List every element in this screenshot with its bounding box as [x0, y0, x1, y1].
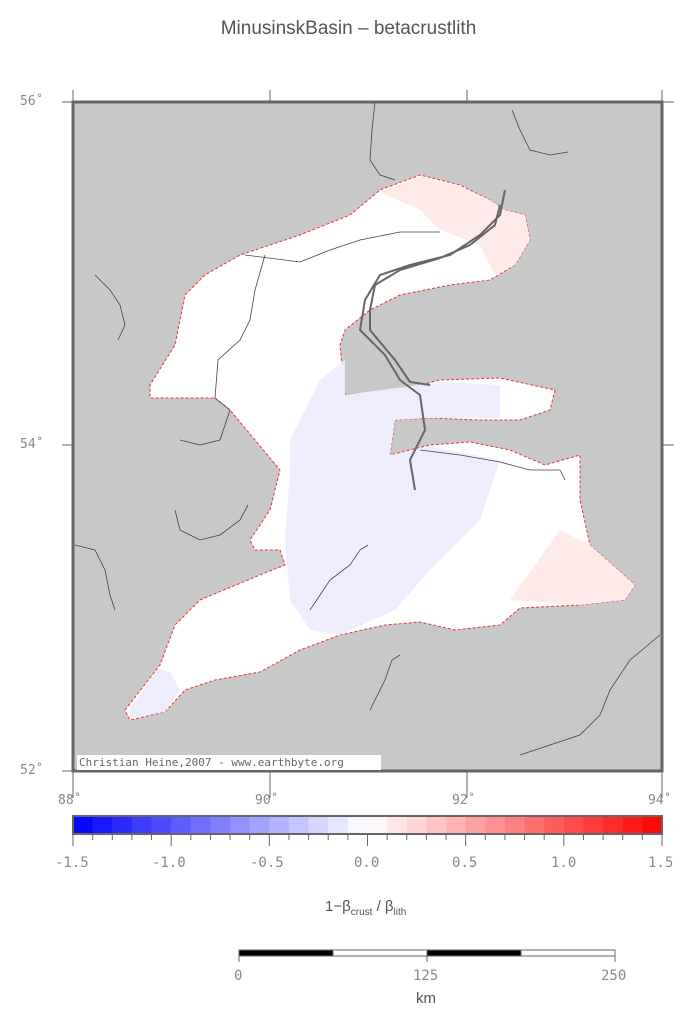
- map-title: MinusinskBasin – betacrustlith: [220, 18, 477, 39]
- colorbar-tick-label: -1.0: [152, 855, 186, 871]
- colorbar-bin: [367, 816, 388, 834]
- lon-label: 88˚: [58, 793, 82, 808]
- colorbar-tick-label: 1.0: [551, 855, 577, 871]
- river-yenisei: [358, 189, 506, 491]
- colorbar-bin: [563, 816, 584, 834]
- credit-box: [77, 755, 381, 770]
- colorbar-bin: [387, 816, 408, 834]
- lat-label: 56˚: [20, 94, 44, 109]
- positive-anomaly-region-se: [510, 530, 635, 605]
- colorbar-bin: [308, 816, 329, 834]
- colorbar-bin: [347, 816, 368, 834]
- colorbar-bin: [151, 816, 172, 834]
- colorbar-bin: [524, 816, 545, 834]
- colorbar-bin: [446, 816, 467, 834]
- negative-anomaly-region: [285, 360, 500, 635]
- lon-label: 94˚: [648, 793, 672, 808]
- colorbar-bin: [171, 816, 192, 834]
- credit-text: Christian Heine,2007 - www.earthbyte.org: [79, 756, 344, 769]
- colorbar-tick-label: -0.5: [250, 855, 284, 871]
- lat-label: 52˚: [20, 763, 44, 778]
- positive-anomaly-region-ne: [380, 176, 530, 275]
- colorbar-tick-label: 0.0: [354, 855, 380, 871]
- colorbar-bin: [73, 816, 94, 834]
- colorbar-bin: [485, 816, 506, 834]
- colorbar-bin: [544, 816, 565, 834]
- scale-bar: [238, 949, 616, 962]
- lon-label: 92˚: [452, 793, 476, 808]
- colorbar-bin: [190, 816, 211, 834]
- colorbar-bin: [249, 816, 270, 834]
- colorbar-bin: [465, 816, 486, 834]
- colorbar-bin: [288, 816, 310, 834]
- colorbar-bin: [328, 816, 349, 834]
- colorbar-bin: [406, 816, 427, 834]
- colorbar-bin: [230, 816, 251, 834]
- scale-label: 0: [234, 968, 243, 984]
- colorbar-bin: [92, 816, 113, 834]
- colorbar-bin: [642, 816, 663, 834]
- colorbar-bin: [622, 816, 643, 834]
- lon-label: 90˚: [255, 793, 279, 808]
- colorbar-tick-label: 1.5: [648, 855, 674, 871]
- lat-label: 54˚: [20, 437, 44, 452]
- colorbar: [72, 816, 663, 846]
- colorbar-bin: [583, 816, 604, 834]
- colorbar-bin: [112, 816, 133, 834]
- colorbar-bin: [131, 816, 153, 834]
- colorbar-bin: [210, 816, 231, 834]
- colorbar-bin: [603, 816, 624, 834]
- map-frame: [71, 100, 664, 773]
- colorbar-frame: [72, 815, 663, 835]
- colorbar-label: 1−βcrust / βlith: [325, 898, 407, 918]
- colorbar-bin: [504, 816, 526, 834]
- scale-label: 125: [413, 968, 439, 984]
- colorbar-bin: [426, 816, 447, 834]
- axis-ticks: [62, 90, 674, 798]
- rivers: [74, 101, 661, 756]
- colorbar-bin: [269, 816, 290, 834]
- negative-anomaly-region-sw: [128, 668, 180, 718]
- scale-unit: km: [416, 990, 436, 1007]
- colorbar-tick-label: -1.5: [55, 855, 89, 871]
- colorbar-tick-label: 0.5: [452, 855, 478, 871]
- scale-label: 250: [601, 968, 627, 984]
